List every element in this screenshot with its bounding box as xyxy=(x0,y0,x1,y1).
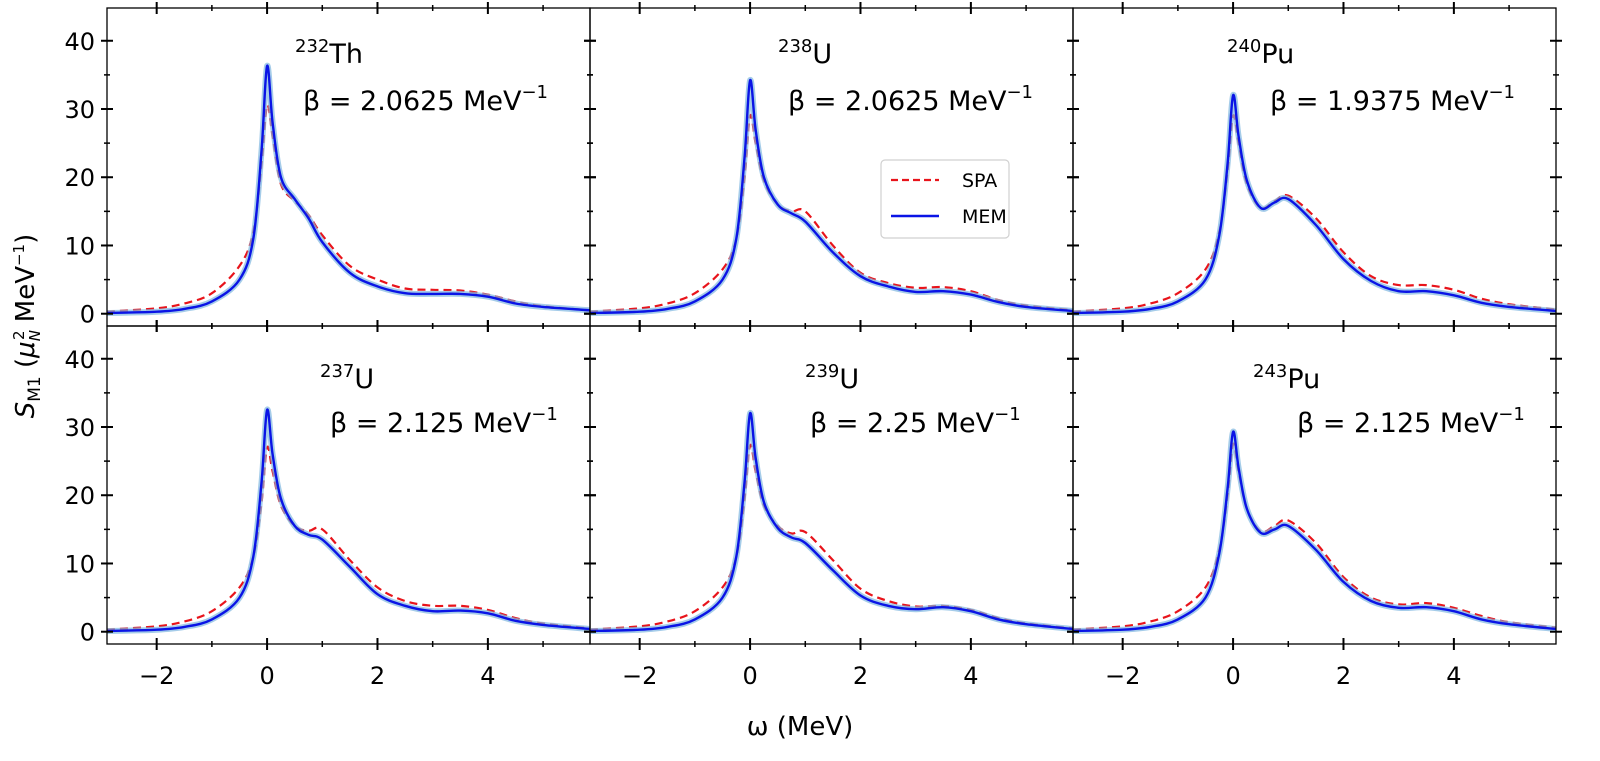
panel-pu243: −2 0 2 4 243Pu β = 2.125 MeV−1 xyxy=(1067,320,1562,690)
beta-value: β = 2.125 MeV xyxy=(1297,408,1499,439)
nucleus-label: 243Pu xyxy=(1253,361,1320,395)
nucleus-label: 232Th xyxy=(295,36,363,70)
y-tick-label: 20 xyxy=(64,482,95,510)
beta-unit-exponent: −1 xyxy=(1006,82,1033,103)
y-axis-title: SM1 (μN2 MeV−1) xyxy=(10,234,45,419)
beta-value: β = 2.0625 MeV xyxy=(788,86,1007,117)
beta-unit-exponent: −1 xyxy=(1488,82,1515,103)
nucleus-symbol: Pu xyxy=(1287,364,1320,395)
y-tick-label: 10 xyxy=(64,232,95,260)
x-axis-title: ω (MeV) xyxy=(747,712,854,742)
y-tick-label: 30 xyxy=(64,96,95,124)
series-line-spa xyxy=(107,445,590,631)
series-line-mem xyxy=(107,408,590,633)
series-line-spa xyxy=(590,443,1073,631)
x-tick-label: −2 xyxy=(622,662,657,690)
panel-frame xyxy=(1072,325,1557,645)
nucleus-mass: 239 xyxy=(805,361,839,382)
beta-unit-exponent: −1 xyxy=(994,404,1021,425)
beta-value: β = 2.25 MeV xyxy=(810,408,995,439)
x-tick-label: 4 xyxy=(1446,662,1461,690)
beta-unit-exponent: −1 xyxy=(521,82,548,103)
panel-frame xyxy=(1072,7,1557,327)
series-line-mem xyxy=(590,79,1073,315)
mem-uncertainty-band xyxy=(590,410,1073,634)
series-line-mem xyxy=(107,64,590,315)
mem-uncertainty-band xyxy=(107,406,590,634)
beta-label: β = 2.0625 MeV−1 xyxy=(303,82,548,117)
y-tick-label: 20 xyxy=(64,164,95,192)
legend-label-spa: SPA xyxy=(962,170,997,192)
nucleus-symbol: Th xyxy=(328,39,363,70)
beta-value: β = 2.125 MeV xyxy=(330,408,532,439)
nucleus-symbol: U xyxy=(812,39,832,70)
y-tick-label: 0 xyxy=(80,301,95,329)
nucleus-symbol: U xyxy=(839,364,859,395)
series-line-mem xyxy=(590,412,1073,633)
y-tick-label: 30 xyxy=(64,414,95,442)
nucleus-symbol: U xyxy=(354,364,374,395)
x-tick-label: −2 xyxy=(139,662,174,690)
legend-label-mem: MEM xyxy=(962,206,1007,228)
x-tick-label: −2 xyxy=(1105,662,1140,690)
nucleus-mass: 240 xyxy=(1227,36,1261,57)
series-line-spa xyxy=(107,103,590,313)
series-line-spa xyxy=(1073,442,1556,631)
x-tick-label: 4 xyxy=(963,662,978,690)
mem-uncertainty-band xyxy=(1073,428,1556,634)
x-tick-label: 0 xyxy=(1225,662,1240,690)
series-line-spa xyxy=(1073,114,1556,313)
beta-unit-exponent: −1 xyxy=(531,404,558,425)
y-tick-label: 10 xyxy=(64,550,95,578)
legend: SPA MEM xyxy=(880,159,1010,239)
x-tick-label: 4 xyxy=(480,662,495,690)
nucleus-mass: 237 xyxy=(320,361,354,382)
nucleus-label: 237U xyxy=(320,361,374,395)
panel-pu240: 240Pu β = 1.9375 MeV−1 xyxy=(1067,2,1562,332)
x-tick-label: 2 xyxy=(1336,662,1351,690)
beta-value: β = 2.0625 MeV xyxy=(303,86,522,117)
x-tick-label: 0 xyxy=(259,662,274,690)
y-tick-label: 0 xyxy=(80,619,95,647)
y-tick-label: 40 xyxy=(64,28,95,56)
nucleus-label: 239U xyxy=(805,361,859,395)
x-tick-label: 2 xyxy=(370,662,385,690)
nucleus-label: 240Pu xyxy=(1227,36,1294,70)
y-tick-label: 40 xyxy=(64,346,95,374)
beta-label: β = 2.0625 MeV−1 xyxy=(788,82,1033,117)
x-tick-label: 2 xyxy=(853,662,868,690)
series-line-mem xyxy=(1073,93,1556,315)
mem-uncertainty-band xyxy=(1073,92,1556,316)
nucleus-mass: 238 xyxy=(778,36,812,57)
beta-label: β = 2.25 MeV−1 xyxy=(810,404,1021,439)
nucleus-symbol: Pu xyxy=(1261,39,1294,70)
panel-th232: 0 10 20 30 40 232Th β = 2.0625 MeV−1 xyxy=(64,2,596,332)
beta-label: β = 2.125 MeV−1 xyxy=(1297,404,1525,439)
series-line-mem xyxy=(1073,430,1556,633)
nucleus-mass: 232 xyxy=(295,36,329,57)
beta-label: β = 1.9375 MeV−1 xyxy=(1270,82,1515,117)
x-tick-label: 0 xyxy=(742,662,757,690)
beta-value: β = 1.9375 MeV xyxy=(1270,86,1489,117)
nucleus-label: 238U xyxy=(778,36,832,70)
beta-label: β = 2.125 MeV−1 xyxy=(330,404,558,439)
beta-unit-exponent: −1 xyxy=(1498,404,1525,425)
nucleus-mass: 243 xyxy=(1253,361,1287,382)
